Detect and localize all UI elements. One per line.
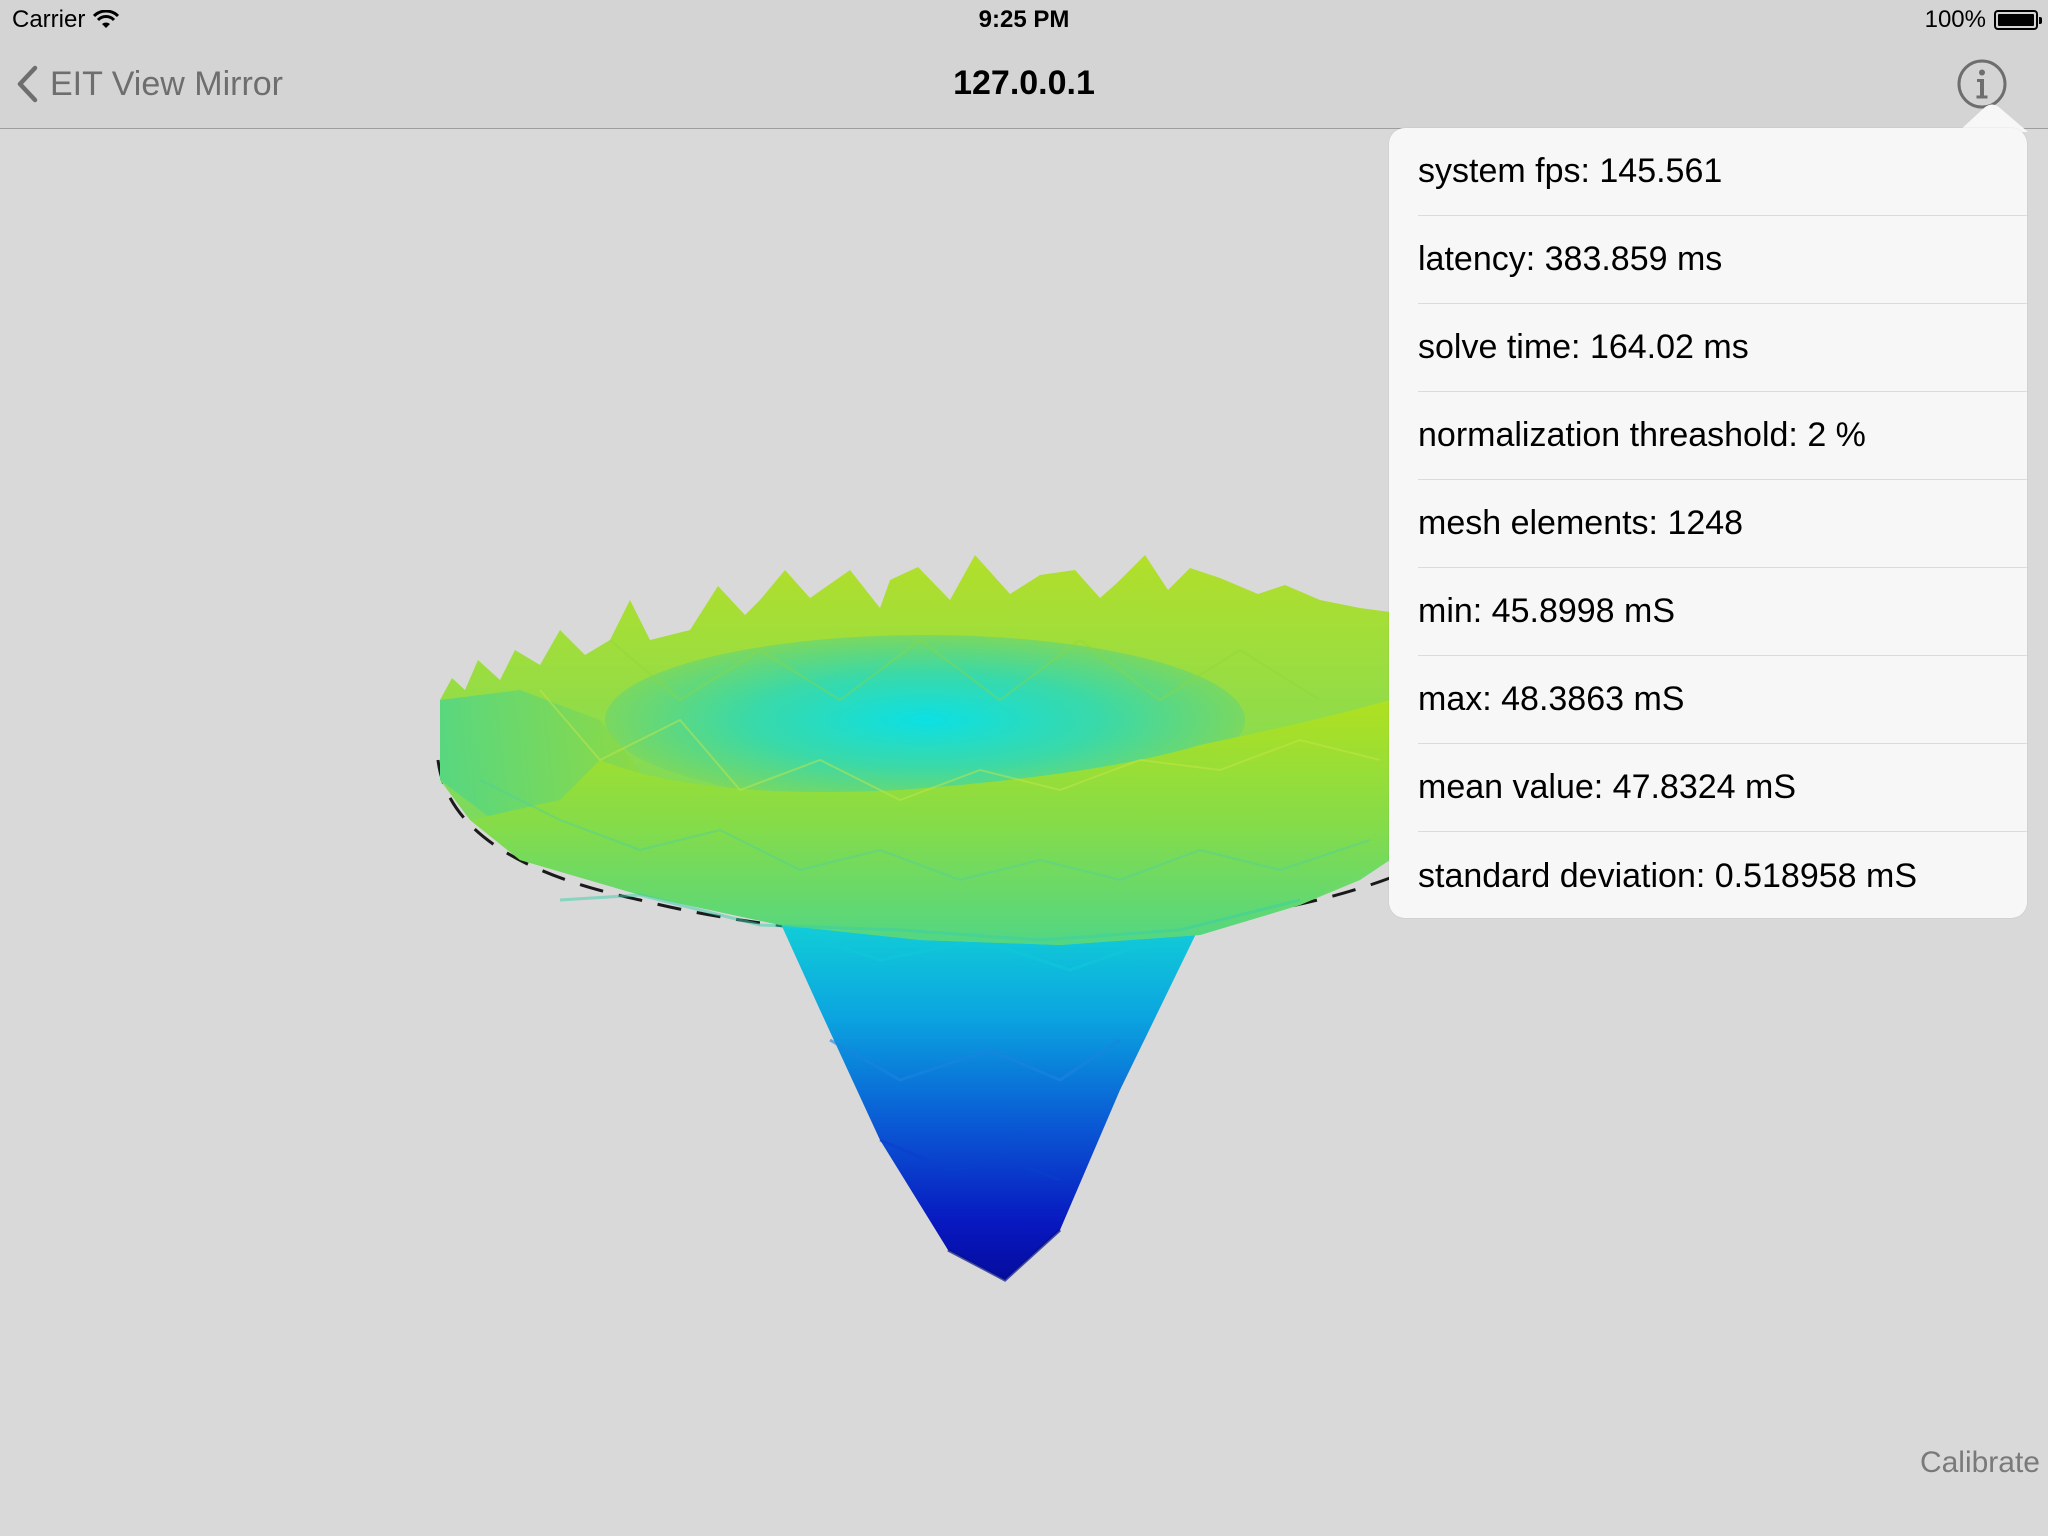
- status-battery: 100%: [1924, 6, 2042, 34]
- stat-row: system fps: 145.561: [1418, 128, 2027, 216]
- calibrate-button[interactable]: Calibrate: [1919, 1446, 2040, 1479]
- status-time: 9:25 PM: [978, 6, 1070, 33]
- carrier-label: Carrier: [12, 6, 86, 33]
- stat-row: solve time: 164.02 ms: [1418, 304, 2027, 392]
- stat-row: max: 48.3863 mS: [1418, 656, 2027, 744]
- status-carrier: Carrier: [12, 6, 120, 34]
- navigation-bar: EIT View Mirror 127.0.0.1: [0, 40, 2048, 129]
- status-bar: Carrier 9:25 PM 100%: [0, 0, 2048, 40]
- page-title: 127.0.0.1: [953, 64, 1095, 102]
- stat-latency: latency: 383.859 ms: [1418, 240, 1723, 278]
- stat-row: standard deviation: 0.518958 mS: [1418, 832, 2027, 920]
- stat-row: mesh elements: 1248: [1418, 480, 2027, 568]
- stat-mesh-elements: mesh elements: 1248: [1418, 504, 1744, 542]
- battery-icon: [1994, 10, 2042, 30]
- info-popover: system fps: 145.561 latency: 383.859 ms …: [1389, 128, 2027, 918]
- stat-max: max: 48.3863 mS: [1418, 680, 1685, 718]
- stat-normalization-threshold: normalization threashold: 2 %: [1418, 416, 1866, 454]
- wifi-icon: [93, 10, 120, 28]
- stat-row: min: 45.8998 mS: [1418, 568, 2027, 656]
- stat-mean-value: mean value: 47.8324 mS: [1418, 768, 1797, 806]
- chevron-left-icon: [17, 65, 38, 103]
- stat-system-fps: system fps: 145.561: [1418, 152, 1723, 190]
- stat-row: latency: 383.859 ms: [1418, 216, 2027, 304]
- back-button[interactable]: EIT View Mirror: [14, 60, 283, 108]
- battery-percent: 100%: [1924, 6, 1986, 33]
- eit-mesh-visualization: [436, 555, 1391, 1282]
- stat-min: min: 45.8998 mS: [1418, 592, 1676, 630]
- popover-arrow: [1958, 104, 2028, 132]
- stat-row: mean value: 47.8324 mS: [1418, 744, 2027, 832]
- stat-solve-time: solve time: 164.02 ms: [1418, 328, 1749, 366]
- stat-standard-deviation: standard deviation: 0.518958 mS: [1418, 856, 1918, 895]
- back-button-label: EIT View Mirror: [50, 64, 284, 103]
- stat-row: normalization threashold: 2 %: [1418, 392, 2027, 480]
- info-icon[interactable]: [1956, 58, 2008, 110]
